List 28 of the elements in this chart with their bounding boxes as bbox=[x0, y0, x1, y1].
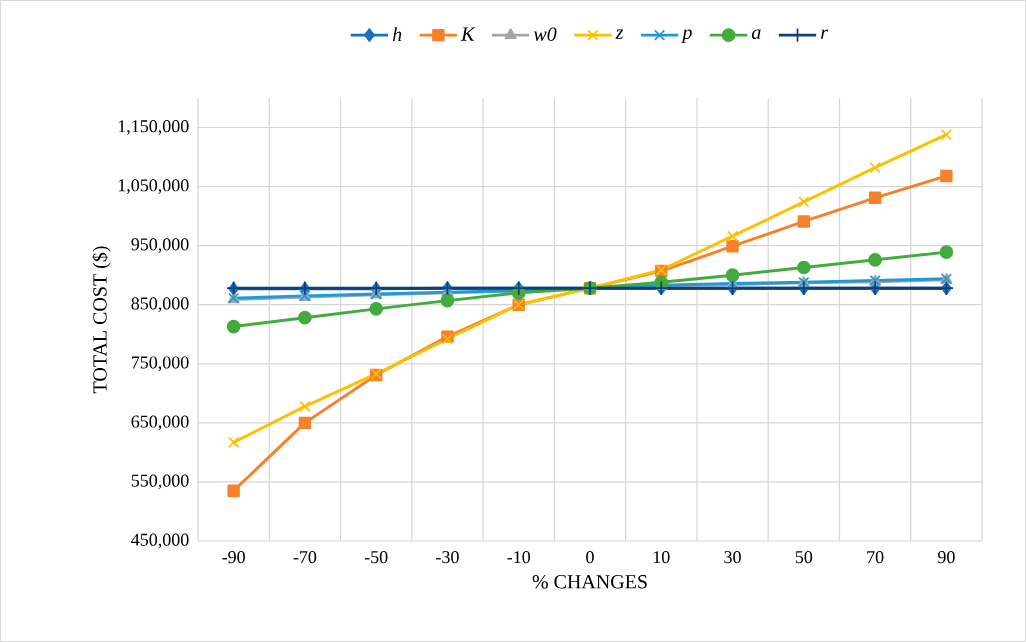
x-tick-label: 30 bbox=[724, 551, 741, 564]
x-tick-label: 50 bbox=[795, 551, 813, 564]
x-tick-label: -30 bbox=[436, 551, 459, 564]
x-tick-label: -50 bbox=[364, 551, 388, 564]
x-tick-label: -70 bbox=[293, 551, 317, 564]
legend-label: w0 bbox=[533, 27, 557, 41]
legend-label: a bbox=[751, 29, 761, 40]
y-tick-label: 850,000 bbox=[131, 297, 189, 313]
legend-label: h bbox=[392, 27, 402, 42]
y-tick-label: 450,000 bbox=[131, 533, 189, 549]
y-tick-label: 750,000 bbox=[131, 356, 189, 372]
x-tick-label: 0 bbox=[586, 551, 594, 564]
y-tick-label: 1,150,000 bbox=[118, 120, 189, 135]
x-tick-label: 90 bbox=[937, 551, 955, 564]
legend-label: z bbox=[615, 29, 624, 39]
y-tick-label: 650,000 bbox=[131, 415, 189, 431]
y-axis-title: TOTAL COST ($) bbox=[92, 246, 111, 394]
y-tick-label: 950,000 bbox=[131, 238, 189, 254]
x-tick-label: 10 bbox=[653, 551, 670, 564]
x-tick-label: -10 bbox=[507, 551, 531, 564]
legend-label: r bbox=[821, 29, 829, 39]
legend-label: K bbox=[460, 27, 476, 41]
legend-label: p bbox=[681, 29, 692, 44]
x-axis-title: % CHANGES bbox=[532, 575, 647, 589]
x-tick-label: 70 bbox=[867, 551, 884, 564]
y-tick-label: 1,050,000 bbox=[118, 179, 189, 194]
x-tick-label: -90 bbox=[222, 551, 245, 564]
y-tick-label: 550,000 bbox=[131, 474, 189, 490]
